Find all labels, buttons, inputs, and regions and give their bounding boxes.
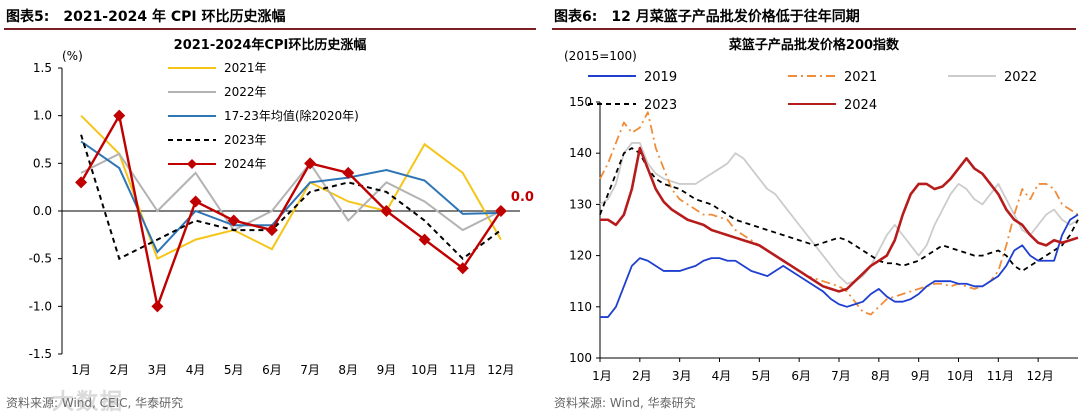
chart-title: 菜篮子产品批发价格200指数 (728, 37, 900, 53)
series-line-0 (600, 213, 1079, 318)
x-tick-label: 5月 (752, 369, 772, 383)
y-axis-unit-label: (%) (62, 49, 83, 63)
legend-label: 17-23年均值(除2020年) (224, 108, 359, 123)
x-tick-label: 11月 (987, 369, 1014, 383)
right-figure-panel: 图表6: 12 月菜篮子产品批发价格低于往年同期 菜篮子产品批发价格200指数 (2… (548, 0, 1080, 417)
x-tick-label: 9月 (911, 369, 931, 383)
legend-label: 2021年 (224, 61, 267, 75)
series-line-1 (599, 111, 1079, 316)
y-tick-label: 0.5 (33, 156, 52, 170)
x-tick-label: 12月 (1027, 369, 1054, 383)
series-line-2 (80, 140, 501, 254)
cpi-mom-chart: 2021-2024年CPI环比历史涨幅 (%) -1.5 -1.0 -0.5 0.0 0.5… (29, 37, 534, 377)
right-source-note: 资料来源: Wind, 华泰研究 (554, 396, 696, 410)
legend-label: 2019 (644, 70, 677, 85)
series-line-4 (600, 146, 1079, 293)
legend-label: 2024年 (224, 157, 267, 171)
series-line-4 (80, 112, 502, 311)
data-point-marker (456, 262, 469, 275)
data-point-marker (151, 300, 164, 313)
legend-label: 2024 (844, 98, 877, 113)
vegetable-basket-index-chart: 菜篮子产品批发价格200指数 (2015=100) 100 110 120 130 140 1… (564, 37, 1079, 383)
series-line-3 (599, 147, 1079, 272)
series-line-2 (599, 142, 1079, 285)
y-tick-label: 1.5 (33, 61, 52, 75)
data-point-marker (113, 109, 126, 122)
y-tick-label: 1.0 (33, 109, 52, 123)
x-tick-label: 3月 (148, 363, 168, 377)
data-point-marker (75, 176, 88, 189)
left-source-note: 资料来源: Wind, CEIC, 华泰研究 (6, 396, 184, 410)
y-tick-label: 150 (569, 95, 592, 109)
legend-marker (187, 159, 197, 169)
x-tick-label: 7月 (831, 369, 851, 383)
right-figure-title: 图表6: 12 月菜篮子产品批发价格低于往年同期 (554, 9, 860, 25)
y-tick-label: 140 (569, 146, 592, 160)
data-point-marker (265, 224, 278, 237)
x-tick-label: 12月 (487, 363, 514, 377)
x-tick-label: 9月 (377, 363, 397, 377)
chart-title: 2021-2024年CPI环比历史涨幅 (174, 37, 367, 53)
legend-label: 2022 (1004, 70, 1037, 85)
right-title-rule (552, 28, 1076, 30)
y-tick-label: 110 (569, 300, 592, 314)
left-figure-title: 图表5: 2021-2024 年 CPI 环比历史涨幅 (6, 9, 286, 25)
x-tick-label: 8月 (338, 363, 358, 377)
y-tick-label: 130 (569, 197, 592, 211)
data-point-marker (227, 214, 240, 227)
x-tick-label: 1月 (592, 369, 612, 383)
data-point-marker (418, 233, 431, 246)
legend-label: 2021 (844, 70, 877, 85)
legend-label: 2022年 (224, 85, 267, 99)
x-tick-label: 2月 (109, 363, 129, 377)
series-line-0 (80, 114, 502, 261)
y-tick-label: 120 (569, 249, 592, 263)
last-value-annotation: 0.0 (511, 190, 534, 205)
x-tick-label: 5月 (224, 363, 244, 377)
watermark: 大数据 (52, 390, 125, 415)
x-tick-label: 2月 (632, 369, 652, 383)
x-tick-label: 4月 (712, 369, 732, 383)
y-tick-label: -1.0 (29, 299, 52, 313)
x-tick-label: 11月 (449, 363, 476, 377)
legend-label: 2023年 (224, 133, 267, 147)
y-tick-label: -0.5 (29, 252, 52, 266)
data-point-marker (304, 157, 317, 170)
y-tick-label: 100 (569, 351, 592, 365)
series-line-3 (80, 134, 502, 261)
x-tick-label: 7月 (300, 363, 320, 377)
x-tick-label: 10月 (411, 363, 438, 377)
x-tick-label: 6月 (791, 369, 811, 383)
data-point-marker (494, 205, 507, 217)
x-tick-label: 8月 (871, 369, 891, 383)
data-point-marker (342, 166, 355, 179)
legend-label: 2023 (644, 98, 677, 113)
x-tick-label: 6月 (262, 363, 282, 377)
x-tick-label: 10月 (947, 369, 974, 383)
x-tick-label: 3月 (672, 369, 692, 383)
left-title-rule (4, 28, 536, 30)
data-point-marker (380, 205, 393, 217)
left-figure-panel: 图表5: 2021-2024 年 CPI 环比历史涨幅 2021-2024年CPI… (4, 9, 536, 410)
y-axis-unit-label: (2015=100) (564, 49, 637, 63)
data-point-marker (189, 195, 202, 208)
series-line-1 (80, 152, 502, 232)
x-tick-label: 4月 (186, 363, 206, 377)
x-tick-label: 1月 (71, 363, 91, 377)
y-tick-label: -1.5 (29, 347, 52, 361)
y-tick-label: 0.0 (33, 204, 52, 218)
